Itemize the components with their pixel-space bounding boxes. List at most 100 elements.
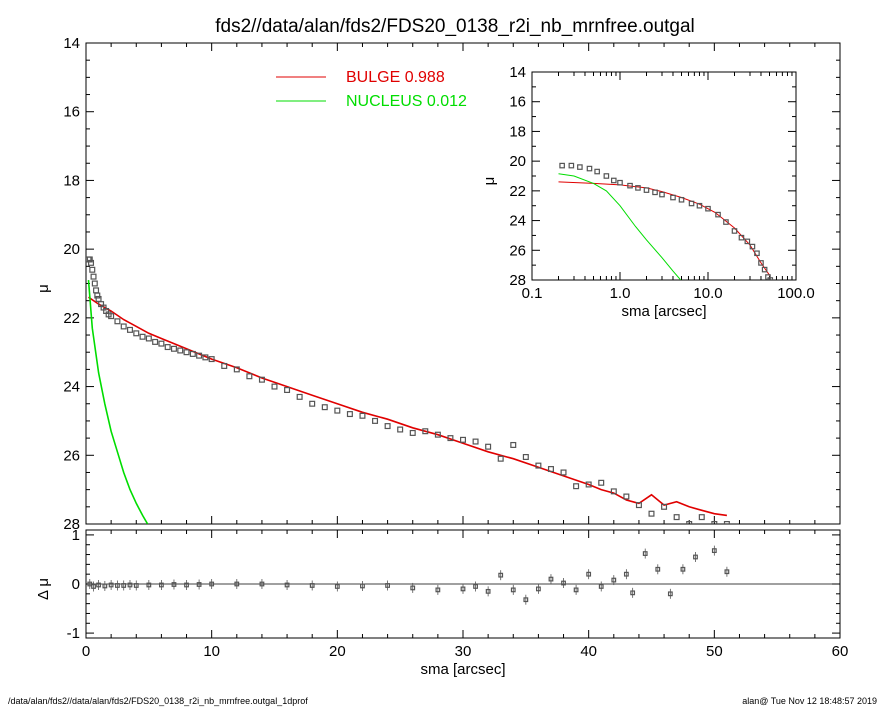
- y-tick-label: 0: [72, 576, 80, 593]
- data-point: [102, 583, 108, 589]
- data-point: [749, 243, 756, 250]
- data-point: [321, 404, 328, 411]
- y-tick-label: 20: [509, 153, 526, 170]
- y-tick-label: 24: [509, 213, 526, 230]
- data-point: [688, 200, 695, 207]
- y-tick-label: 24: [63, 379, 80, 396]
- data-point: [120, 323, 127, 330]
- data-point: [108, 582, 114, 588]
- data-point: [309, 583, 315, 588]
- data-point: [673, 514, 680, 521]
- x-axis-label: sma [arcsec]: [420, 661, 505, 678]
- footer-timestamp: alan@ Tue Nov 12 18:48:57 2019: [742, 696, 877, 706]
- data-point: [397, 426, 404, 433]
- data-point: [209, 581, 215, 587]
- y-axis-label: μ: [481, 177, 498, 186]
- data-point: [510, 441, 517, 448]
- data-point: [460, 586, 466, 592]
- data-point: [259, 581, 265, 587]
- data-point: [573, 587, 579, 593]
- y-tick-label: 28: [509, 272, 526, 289]
- y-tick-label: 18: [63, 172, 80, 189]
- data-point: [90, 273, 97, 280]
- data-point: [767, 277, 774, 280]
- data-point: [183, 349, 190, 356]
- data-point: [630, 590, 636, 596]
- data-point: [678, 196, 685, 203]
- legend-entry: BULGE 0.988: [346, 69, 445, 86]
- x-tick-label: 30: [455, 643, 472, 660]
- x-tick-label: 20: [329, 643, 346, 660]
- plot-area: [86, 256, 730, 524]
- data-point: [485, 588, 491, 594]
- data-point: [696, 202, 703, 209]
- data-point: [284, 387, 291, 394]
- data-point: [635, 502, 642, 509]
- data-point: [610, 488, 617, 495]
- data-point: [171, 582, 177, 587]
- data-point: [523, 597, 529, 603]
- data-point: [667, 591, 673, 597]
- data-point: [497, 455, 504, 462]
- y-tick-label: 22: [509, 183, 526, 200]
- footer-path: /data/alan/fds2//data/alan/fds2/FDS20_01…: [8, 696, 308, 706]
- data-point: [522, 454, 529, 461]
- data-point: [642, 551, 648, 556]
- series-line-0: [88, 296, 728, 517]
- data-point: [472, 438, 479, 445]
- data-point: [196, 582, 202, 587]
- series-line-1: [558, 173, 682, 280]
- chart-title: fds2//data/alan/fds2/FDS20_0138_r2i_nb_m…: [215, 16, 695, 37]
- data-point: [94, 292, 101, 299]
- data-point: [435, 587, 441, 593]
- data-point: [586, 571, 592, 577]
- x-tick-label: 0: [82, 643, 90, 660]
- y-tick-label: 26: [63, 447, 80, 464]
- data-point: [384, 423, 391, 430]
- data-point: [686, 520, 693, 524]
- plot-frame: [531, 71, 797, 281]
- x-axis-label: sma [arcsec]: [621, 303, 706, 320]
- data-point: [152, 338, 159, 345]
- y-tick-label: 1: [72, 527, 80, 544]
- data-point: [623, 493, 630, 500]
- data-point: [133, 330, 140, 337]
- data-point: [96, 582, 101, 588]
- y-tick-label: 16: [63, 104, 80, 121]
- y-tick-label: 22: [63, 310, 80, 327]
- y-axis-label: Δ μ: [35, 578, 52, 600]
- plot-area: [558, 162, 774, 280]
- data-point: [548, 576, 554, 582]
- data-point: [648, 510, 655, 517]
- data-point: [498, 572, 504, 578]
- data-point: [723, 219, 729, 225]
- y-axis-label: μ: [35, 284, 52, 293]
- y-tick-label: 14: [63, 35, 80, 52]
- data-point: [761, 266, 768, 273]
- data-point: [184, 582, 189, 588]
- data-point: [610, 177, 617, 184]
- x-tick-label: 10: [203, 643, 220, 660]
- inset-panel: 0.1 1.0 10.0 100.0 14 16 18 20 22 24 26 28 sma [arcs…: [481, 60, 815, 328]
- data-point: [586, 165, 593, 172]
- data-point: [409, 429, 416, 436]
- data-point: [159, 582, 164, 588]
- data-point: [296, 393, 303, 400]
- data-point: [127, 582, 133, 588]
- data-point: [754, 250, 760, 257]
- data-point: [126, 326, 133, 333]
- data-point: [744, 238, 751, 245]
- data-point: [698, 514, 705, 521]
- data-point: [561, 580, 566, 586]
- data-point: [643, 187, 650, 193]
- x-tick-label: 0.1: [522, 285, 543, 302]
- data-point: [560, 469, 567, 476]
- data-point: [535, 462, 542, 469]
- data-point: [359, 412, 366, 419]
- data-point: [208, 356, 215, 363]
- data-point: [360, 583, 365, 589]
- plot-area: [87, 545, 730, 605]
- x-tick-label: 50: [706, 643, 723, 660]
- data-point: [655, 566, 661, 572]
- y-tick-label: 14: [509, 64, 526, 81]
